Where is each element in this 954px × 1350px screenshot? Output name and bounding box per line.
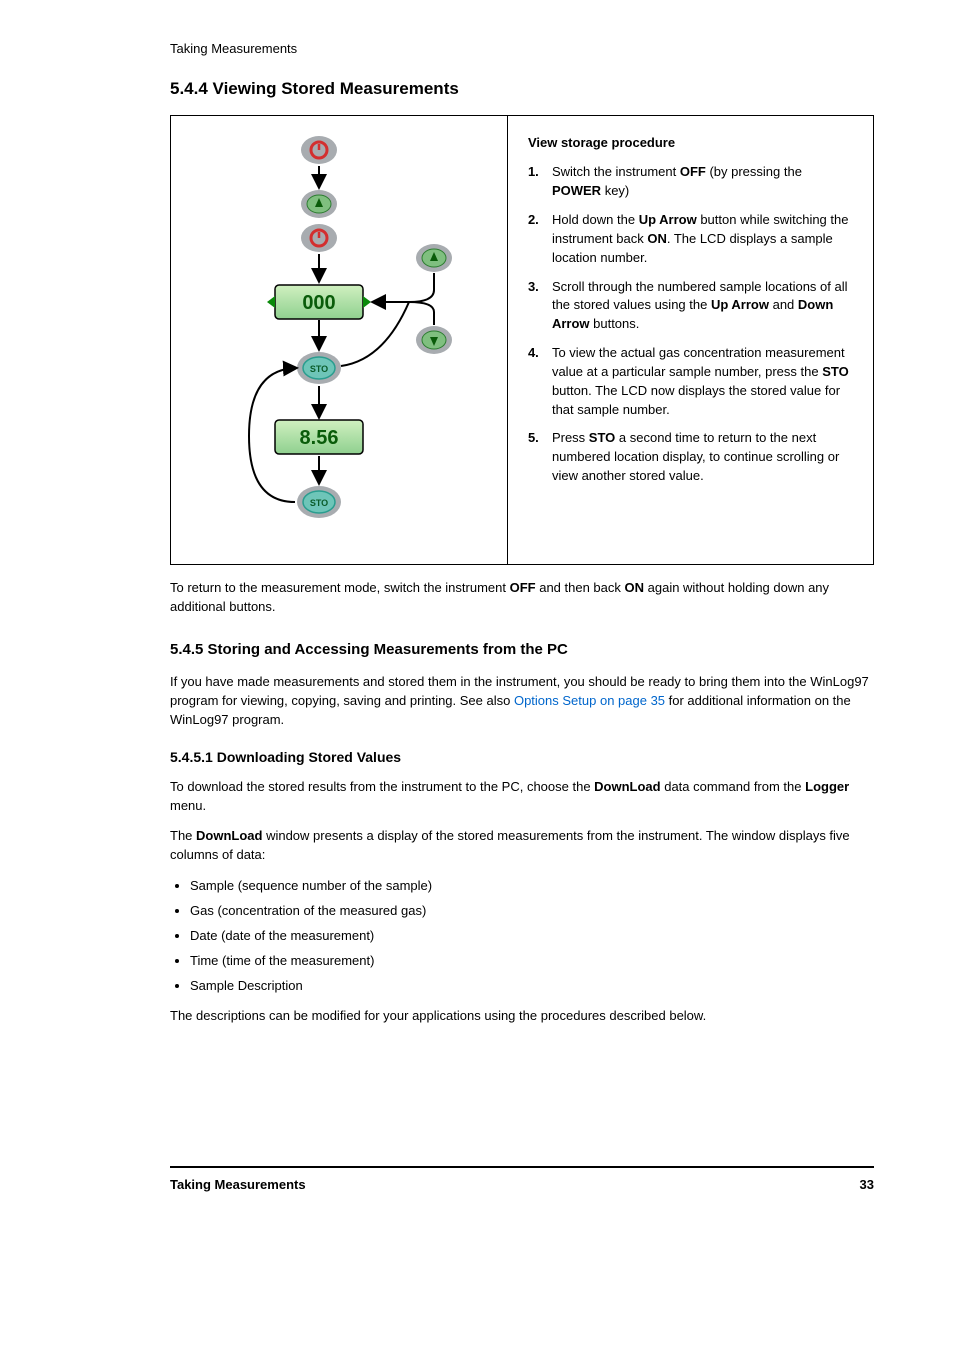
- svg-text:STO: STO: [310, 498, 328, 508]
- list-item: Sample Description: [190, 977, 874, 996]
- view-storage-diagram: 000 STO 8.56: [209, 130, 469, 550]
- lcd-value-1: 000: [302, 292, 335, 314]
- procedure-step: 4.To view the actual gas concentration m…: [528, 344, 853, 419]
- subsection-heading: 5.4.5 Storing and Accessing Measurements…: [170, 639, 874, 661]
- list-item: Gas (concentration of the measured gas): [190, 902, 874, 921]
- data-columns-list: Sample (sequence number of the sample) Ga…: [190, 877, 874, 995]
- procedure-step: 3.Scroll through the numbered sample loc…: [528, 278, 853, 335]
- download-p1: To download the stored results from the …: [170, 778, 874, 816]
- page-footer: Taking Measurements 33: [170, 1166, 874, 1195]
- options-setup-link[interactable]: Options Setup on page 35: [514, 693, 665, 708]
- download-p3: The descriptions can be modified for you…: [170, 1007, 874, 1026]
- download-p2: The DownLoad window presents a display o…: [170, 827, 874, 865]
- procedure-figure: 000 STO 8.56: [170, 115, 874, 565]
- return-instruction: To return to the measurement mode, switc…: [170, 579, 874, 617]
- list-item: Time (time of the measurement): [190, 952, 874, 971]
- procedure-step: 2.Hold down the Up Arrow button while sw…: [528, 211, 853, 268]
- page-header: Taking Measurements: [170, 40, 874, 59]
- section-heading: 5.4.4 Viewing Stored Measurements: [170, 77, 874, 102]
- lcd-value-2: 8.56: [300, 427, 339, 449]
- subsection-body: If you have made measurements and stored…: [170, 673, 874, 730]
- list-item: Date (date of the measurement): [190, 927, 874, 946]
- list-item: Sample (sequence number of the sample): [190, 877, 874, 896]
- diagram-panel: 000 STO 8.56: [171, 116, 508, 564]
- page-number: 33: [860, 1176, 874, 1195]
- procedure-steps: View storage procedure 1.Switch the inst…: [508, 116, 873, 564]
- svg-text:STO: STO: [310, 364, 328, 374]
- procedure-step: 1.Switch the instrument OFF (by pressing…: [528, 163, 853, 201]
- subsubsection-heading: 5.4.5.1 Downloading Stored Values: [170, 747, 874, 767]
- footer-title: Taking Measurements: [170, 1176, 306, 1195]
- procedure-step: 5.Press STO a second time to return to t…: [528, 429, 853, 486]
- procedure-title: View storage procedure: [528, 134, 853, 153]
